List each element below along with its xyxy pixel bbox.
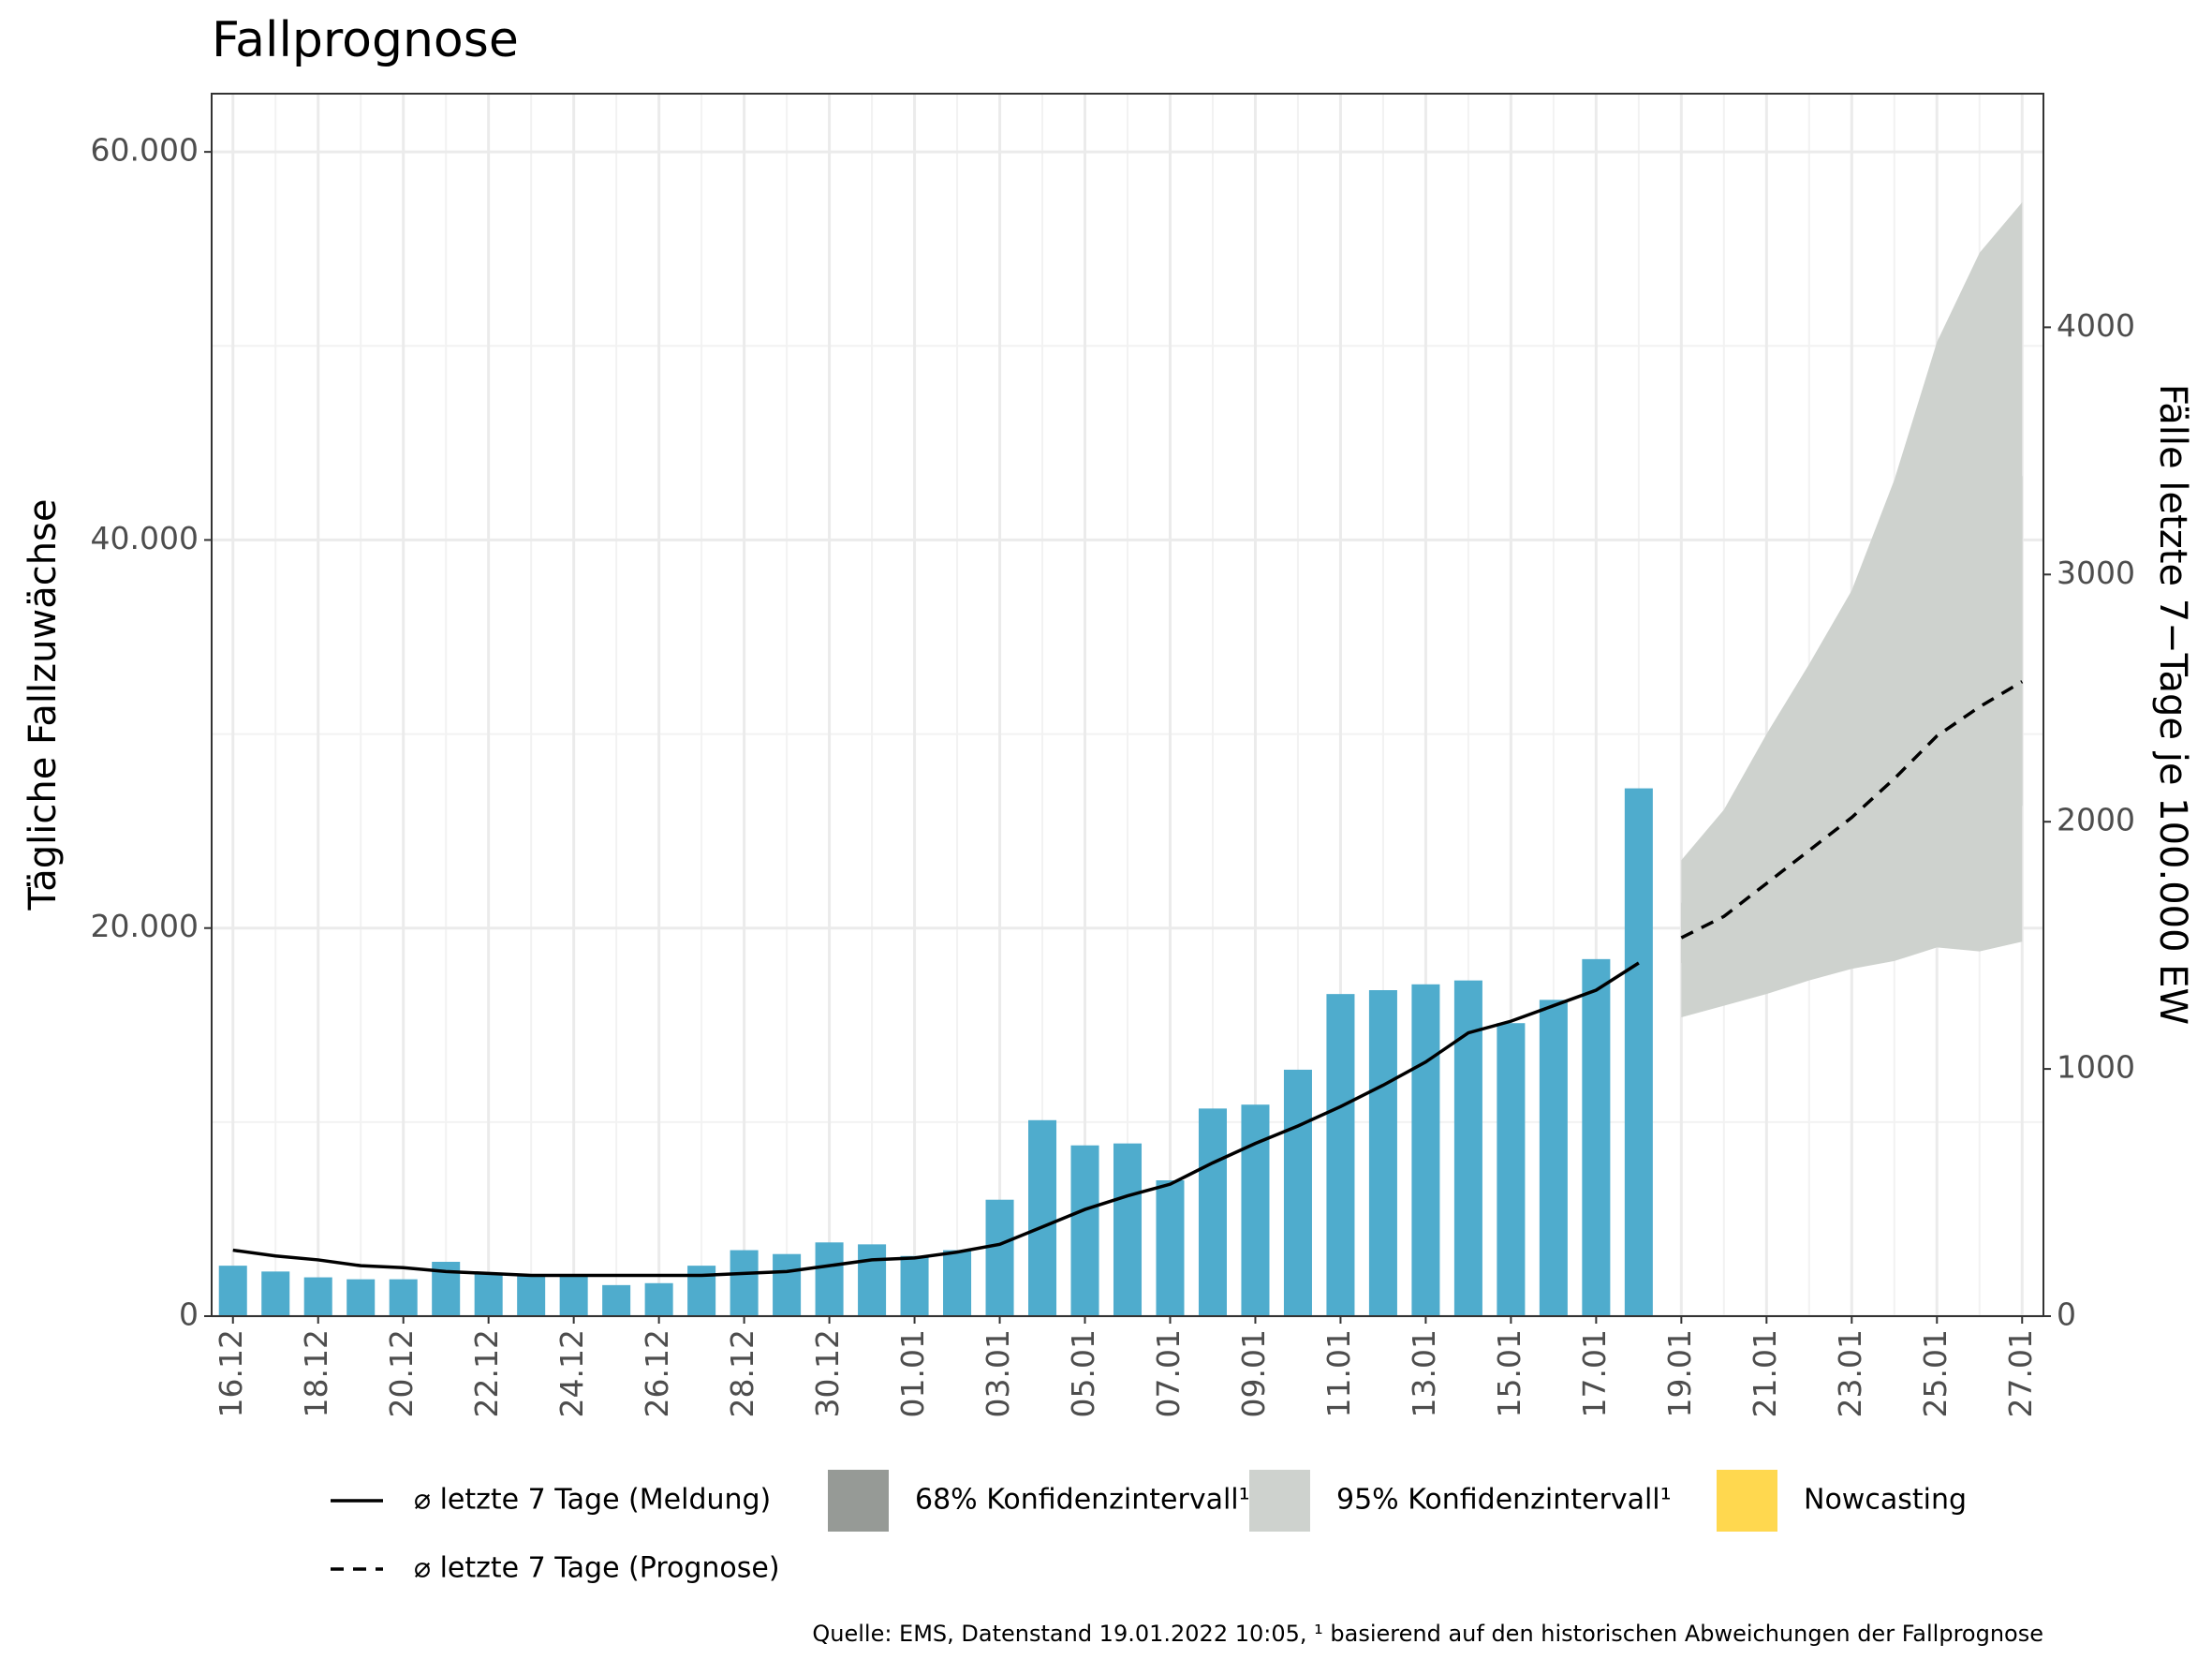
x-tick-label: 25.01 — [1917, 1329, 1954, 1417]
bar — [1283, 1069, 1312, 1316]
x-tick-label: 30.12 — [809, 1329, 846, 1417]
x-tick-label: 03.01 — [980, 1329, 1016, 1417]
x-tick-label: 27.01 — [2002, 1329, 2039, 1417]
source-note: Quelle: EMS, Datenstand 19.01.2022 10:05… — [812, 1621, 2043, 1647]
bar — [347, 1279, 376, 1316]
line — [232, 961, 1640, 1278]
bar — [1582, 958, 1611, 1316]
chart-title: Fallprognose — [212, 12, 519, 68]
legend-symbol — [1717, 1470, 1777, 1532]
bar — [474, 1273, 503, 1316]
bar — [218, 1266, 247, 1316]
x-tick-label: 19.01 — [1661, 1329, 1698, 1417]
bar — [1113, 1143, 1143, 1316]
bar — [1028, 1119, 1057, 1316]
x-tick-label: 01.01 — [894, 1329, 931, 1417]
bar — [1156, 1180, 1185, 1316]
panel-border — [211, 93, 2044, 1317]
bar — [1070, 1145, 1099, 1316]
bar — [900, 1255, 929, 1316]
y-tick-label: 0 — [179, 1296, 199, 1333]
legend-symbol — [828, 1470, 889, 1532]
x-tick-label: 26.12 — [639, 1329, 675, 1417]
bar — [1497, 1023, 1526, 1316]
x-tick-label: 28.12 — [724, 1329, 760, 1417]
x-tick-label: 17.01 — [1576, 1329, 1613, 1417]
y2-tick-label: 0 — [2057, 1296, 2076, 1333]
line — [1680, 680, 2024, 940]
bar — [773, 1253, 802, 1316]
x-tick-label: 09.01 — [1235, 1329, 1272, 1417]
bar — [261, 1271, 290, 1316]
x-tick-label: 13.01 — [1406, 1329, 1442, 1417]
bar — [858, 1244, 887, 1316]
bar — [389, 1279, 418, 1316]
bar — [1198, 1108, 1227, 1316]
legend-label: ⌀ letzte 7 Tage (Prognose) — [414, 1552, 780, 1585]
y2-tick-label: 3000 — [2057, 555, 2135, 591]
legend-label: 68% Konfidenzintervall¹ — [915, 1484, 1250, 1517]
bar — [1411, 984, 1440, 1316]
bar — [303, 1277, 332, 1316]
bar — [559, 1275, 588, 1316]
bar — [644, 1282, 673, 1316]
y-tick-label: 60.000 — [91, 132, 199, 169]
legend-label: Nowcasting — [1804, 1484, 1967, 1517]
legend-label: 95% Konfidenzintervall¹ — [1336, 1484, 1672, 1517]
y-axis-label: Tägliche Fallzuwächse — [22, 498, 65, 911]
bar — [985, 1199, 1014, 1316]
x-tick-label: 21.01 — [1747, 1329, 1783, 1417]
bar — [1326, 994, 1355, 1316]
y2-tick-label: 4000 — [2057, 307, 2135, 344]
x-tick-label: 18.12 — [298, 1329, 334, 1417]
bar — [1453, 980, 1482, 1316]
y-tick-label: 20.000 — [91, 908, 199, 944]
bar — [1539, 1000, 1568, 1316]
x-tick-label: 24.12 — [553, 1329, 590, 1417]
bar — [815, 1242, 844, 1316]
bar — [1368, 990, 1397, 1316]
legend-symbol — [1249, 1470, 1310, 1532]
x-tick-label: 15.01 — [1491, 1329, 1527, 1417]
y-tick-label: 40.000 — [91, 520, 199, 556]
x-tick-label: 07.01 — [1150, 1329, 1187, 1417]
bar — [943, 1250, 972, 1316]
x-tick-label: 22.12 — [468, 1329, 505, 1417]
x-tick-label: 23.01 — [1832, 1329, 1868, 1417]
legend-label: ⌀ letzte 7 Tage (Meldung) — [414, 1484, 771, 1517]
y2-tick-label: 1000 — [2057, 1049, 2135, 1086]
bar — [1241, 1104, 1270, 1316]
x-tick-label: 05.01 — [1065, 1329, 1101, 1417]
y2-tick-label: 2000 — [2057, 802, 2135, 838]
y2-axis-label: Fälle letzte 7−Tage je 100.000 EW — [2151, 384, 2194, 1025]
bar — [730, 1250, 759, 1316]
x-tick-label: 11.01 — [1320, 1329, 1357, 1417]
bar — [602, 1284, 631, 1316]
bar — [517, 1275, 546, 1316]
bar — [687, 1266, 716, 1316]
confidence-band — [1681, 202, 2023, 1017]
bar — [1624, 788, 1653, 1316]
x-tick-label: 20.12 — [383, 1329, 420, 1417]
x-tick-label: 16.12 — [213, 1329, 249, 1417]
